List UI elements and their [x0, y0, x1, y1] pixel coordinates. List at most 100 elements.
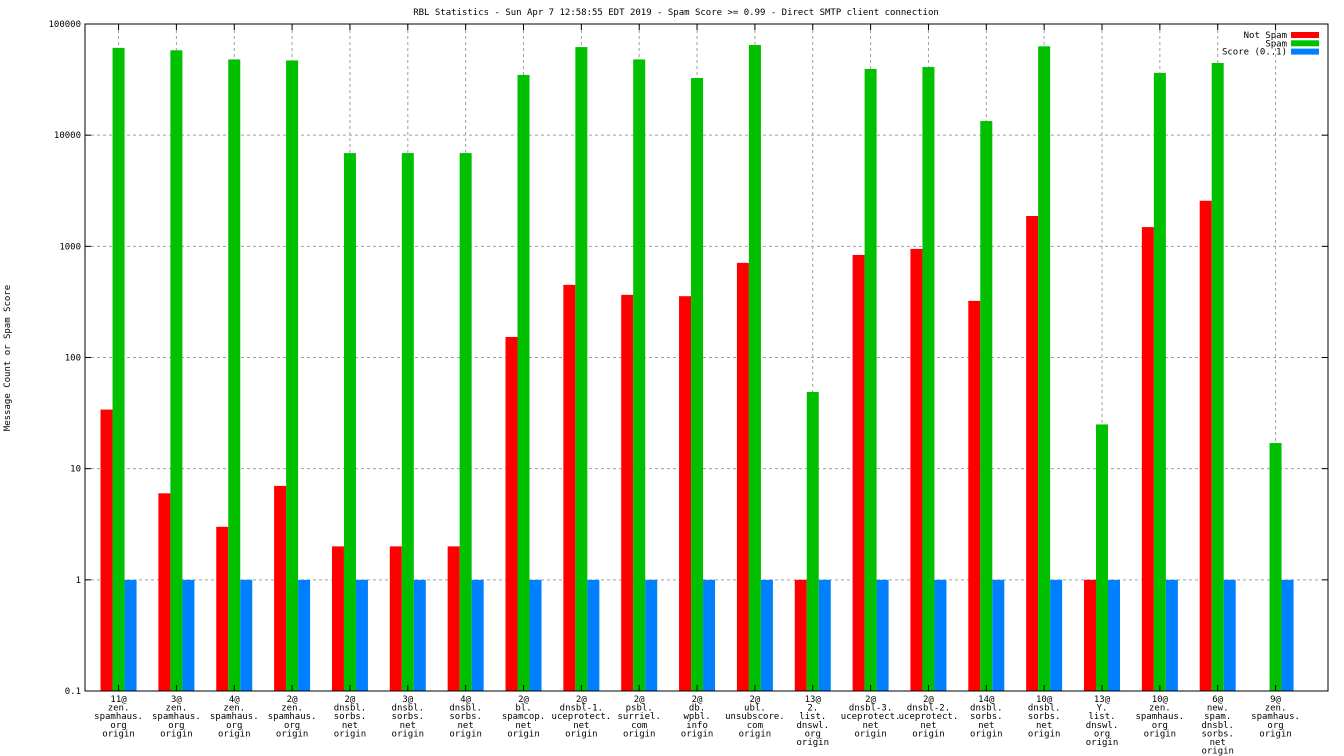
x-tick-label: 2@ — [287, 695, 298, 705]
bar-score — [1223, 579, 1236, 691]
x-tick-label: net — [458, 721, 474, 731]
bar-score — [355, 579, 368, 691]
x-tick-label: 4@ — [460, 695, 471, 705]
x-tick-label: 2@ — [518, 695, 529, 705]
bar-not-spam — [100, 409, 113, 691]
x-tick-label: com — [631, 721, 647, 731]
x-tick-label: 3@ — [402, 695, 413, 705]
x-tick-label: org — [1152, 721, 1168, 731]
x-tick-label: dnsbl. — [1201, 721, 1234, 731]
x-tick-label: org — [1094, 729, 1110, 739]
x-tick-label: 13@ — [1094, 695, 1111, 705]
x-tick-label: zen. — [1265, 704, 1287, 714]
x-tick-label: dnsbl. — [1028, 704, 1061, 714]
x-tick-label: org — [226, 721, 242, 731]
x-tick-label: 11@ — [110, 695, 127, 705]
bar-score — [1165, 579, 1178, 691]
bar-spam — [1153, 72, 1166, 692]
y-tick-label: 1 — [76, 576, 81, 586]
x-tick-label: org — [168, 721, 184, 731]
x-tick-label: zen. — [281, 704, 303, 714]
x-tick-label: uceprotect. — [552, 712, 612, 722]
bar-not-spam — [621, 294, 634, 691]
bar-spam — [691, 77, 704, 691]
bar-spam — [459, 153, 472, 691]
x-tick-label: list. — [799, 712, 826, 722]
y-tick-label: 10000 — [54, 131, 81, 141]
bar-not-spam — [794, 579, 807, 691]
x-tick-label: list. — [1088, 712, 1115, 722]
bar-not-spam — [736, 262, 749, 691]
x-tick-label: net — [862, 721, 878, 731]
x-tick-label: origin — [102, 729, 135, 739]
x-tick-label: dnsbl-1. — [560, 704, 603, 714]
bar-not-spam — [563, 284, 576, 691]
x-tick-label: dnsbl. — [334, 704, 367, 714]
bar-not-spam — [447, 546, 460, 691]
x-tick-label: origin — [565, 729, 598, 739]
x-tick-label: spamhaus. — [1135, 712, 1184, 722]
x-tick-label: origin — [507, 729, 540, 739]
x-tick-label: 2@ — [634, 695, 645, 705]
x-tick-label: dnswl. — [796, 721, 829, 731]
x-tick-label: info — [686, 721, 708, 731]
bar-spam — [286, 60, 299, 692]
x-tick-label: ubl. — [744, 704, 766, 714]
x-tick-label: surriel. — [618, 712, 661, 722]
x-tick-label: dnsbl. — [392, 704, 425, 714]
legend-swatch — [1291, 40, 1319, 47]
bar-spam — [228, 59, 241, 691]
y-tick-label: 100 — [65, 354, 81, 364]
x-tick-label: spamhaus. — [210, 712, 259, 722]
x-tick-label: spamcop. — [502, 712, 545, 722]
x-tick-label: 4@ — [229, 695, 240, 705]
x-tick-label: 6@ — [1212, 695, 1223, 705]
x-tick-label: dnswl. — [1086, 721, 1119, 731]
x-tick-label: origin — [1086, 738, 1119, 748]
bar-not-spam — [389, 546, 402, 691]
x-tick-label: 2@ — [865, 695, 876, 705]
bar-score — [992, 579, 1005, 691]
bar-spam — [112, 47, 125, 692]
x-tick-label: 2@ — [576, 695, 587, 705]
x-tick-label: 2@ — [692, 695, 703, 705]
x-tick-label: origin — [1144, 729, 1177, 739]
x-tick-label: org — [110, 721, 126, 731]
x-tick-label: 2@ — [749, 695, 760, 705]
bar-score — [934, 579, 947, 691]
bar-spam — [633, 59, 646, 691]
x-tick-label: dnsbl. — [970, 704, 1003, 714]
bar-not-spam — [505, 336, 518, 691]
x-tick-label: dnsbl-2. — [907, 704, 950, 714]
legend-swatch — [1291, 48, 1319, 55]
legend-label: Score (0..1) — [1222, 48, 1287, 58]
x-tick-label: spamhaus. — [94, 712, 143, 722]
x-tick-label: origin — [796, 738, 829, 748]
bar-score — [124, 579, 137, 691]
legend-label: Not Spam — [1244, 31, 1287, 41]
bar-not-spam — [852, 254, 865, 691]
x-tick-label: 2@ — [345, 695, 356, 705]
y-tick-label: 100000 — [48, 20, 81, 30]
x-tick-label: net — [573, 721, 589, 731]
x-tick-label: 2@ — [923, 695, 934, 705]
y-tick-label: 1000 — [59, 242, 81, 252]
x-tick-label: 10@ — [1036, 695, 1053, 705]
x-tick-label: 3@ — [171, 695, 182, 705]
x-tick-label: 14@ — [978, 695, 995, 705]
x-tick-label: Y. — [1097, 704, 1108, 714]
x-tick-label: sorbs. — [449, 712, 482, 722]
x-tick-label: zen. — [166, 704, 188, 714]
bar-spam — [343, 153, 356, 691]
x-tick-label: origin — [912, 729, 945, 739]
x-tick-label: origin — [1201, 747, 1234, 756]
bar-not-spam — [158, 493, 171, 691]
x-tick-label: origin — [334, 729, 367, 739]
bar-spam — [1038, 46, 1051, 691]
x-tick-label: uceprotect. — [899, 712, 959, 722]
x-tick-label: dnsbl-3. — [849, 704, 892, 714]
bar-spam — [401, 153, 414, 691]
bar-score — [703, 579, 716, 691]
